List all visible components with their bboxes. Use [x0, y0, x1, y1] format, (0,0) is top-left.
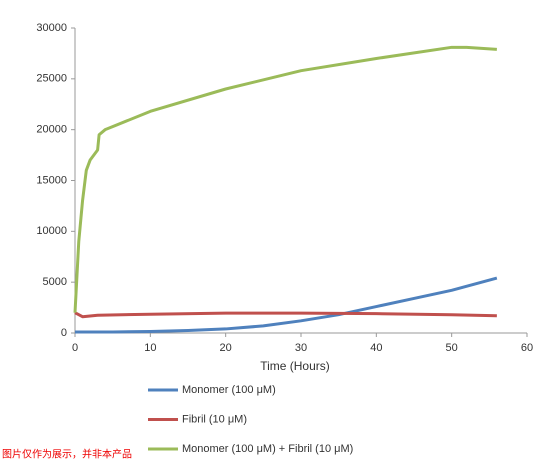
series-line [74, 311, 497, 319]
x-tick-label: 60 [521, 342, 533, 354]
legend-label: Fibril (10 μM) [182, 413, 247, 425]
y-tick-label: 15000 [36, 174, 67, 186]
x-tick-label: 0 [72, 342, 78, 354]
x-tick-label: 50 [446, 342, 458, 354]
y-tick-label: 20000 [36, 124, 67, 136]
series-line [73, 45, 497, 313]
watermark: 图片仅作为展示，并非本产品 [2, 448, 132, 461]
legend-label: Monomer (100 μM) [182, 384, 276, 396]
x-tick-label: 30 [295, 342, 307, 354]
series-line [75, 276, 498, 334]
x-axis-label: Time (Hours) [260, 359, 330, 373]
y-tick-label: 25000 [36, 73, 67, 85]
legend-label: Monomer (100 μM) + Fibril (10 μM) [182, 443, 353, 455]
y-tick-label: 10000 [36, 225, 67, 237]
y-tick-label: 30000 [36, 22, 67, 34]
x-tick-label: 20 [220, 342, 232, 354]
y-tick-label: 0 [61, 327, 67, 339]
x-tick-label: 40 [370, 342, 382, 354]
y-tick-label: 5000 [43, 276, 67, 288]
x-tick-label: 10 [144, 342, 156, 354]
